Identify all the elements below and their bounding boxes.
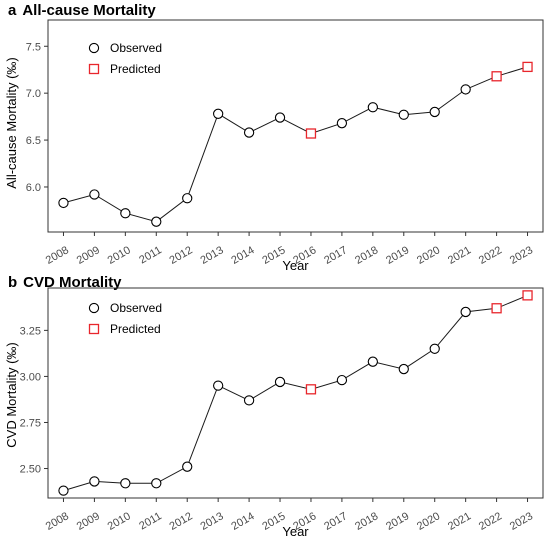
legend-predicted-label: Predicted <box>110 322 161 336</box>
x-tick-label: 2018 <box>353 510 380 533</box>
predicted-point <box>305 128 317 139</box>
observed-point <box>120 208 131 219</box>
chart-title-text: CVD Mortality <box>23 274 122 291</box>
panel-letter: a <box>8 2 17 19</box>
predicted-point <box>305 384 317 395</box>
observed-point <box>89 476 100 487</box>
legend-predicted-marker <box>88 63 100 75</box>
y-tick-label: 3.25 <box>20 325 41 337</box>
y-tick-label: 3.00 <box>20 371 41 383</box>
legend-observed-label: Observed <box>110 41 162 55</box>
observed-point <box>58 197 69 209</box>
x-tick-label: 2018 <box>353 244 380 267</box>
predicted-point <box>491 71 502 82</box>
y-tick-label: 7.5 <box>26 41 41 53</box>
chart-panel-cvd: b CVD Mortality 2.50 2.75 3.00 3.25 2008 2009 2… <box>0 272 550 548</box>
observed-point <box>398 363 409 375</box>
y-axis-title: All-cause Mortality (‰) <box>4 57 19 188</box>
observed-point <box>336 118 348 129</box>
predicted-point <box>522 61 533 73</box>
panel-letter: b <box>8 274 18 291</box>
observed-point <box>213 108 224 119</box>
x-axis-title: Year <box>282 524 309 539</box>
x-tick-label: 2019 <box>384 510 411 533</box>
observed-point <box>398 109 409 120</box>
series-line <box>63 294 528 492</box>
x-tick-label: 2022 <box>477 244 504 267</box>
series-line <box>63 66 528 223</box>
observed-point <box>151 216 162 227</box>
observed-point <box>274 376 286 388</box>
observed-point <box>460 306 471 318</box>
x-tick-label: 2020 <box>415 244 442 267</box>
legend-predicted-label: Predicted <box>110 62 161 76</box>
x-tick-label: 2008 <box>44 510 71 533</box>
legend-observed-marker <box>88 42 100 54</box>
x-tick-label: 2019 <box>384 244 411 267</box>
x-tick-label: 2013 <box>198 244 225 267</box>
plot-frame <box>47 19 544 233</box>
observed-point <box>120 478 131 489</box>
x-tick-label: 2014 <box>229 244 256 267</box>
observed-point <box>336 374 348 386</box>
x-tick-label: 2017 <box>322 510 349 533</box>
chart-title: b CVD Mortality <box>8 274 122 291</box>
x-tick-label: 2012 <box>168 244 195 267</box>
legend-observed-marker <box>88 302 100 314</box>
observed-point <box>274 112 286 123</box>
y-tick-label: 6.0 <box>26 182 41 194</box>
predicted-point <box>522 290 533 301</box>
x-axis-title: Year <box>282 258 309 272</box>
x-tick-label: 2011 <box>137 510 163 532</box>
observed-point <box>182 461 193 472</box>
observed-point <box>213 380 224 391</box>
x-tick-label: 2017 <box>322 244 349 267</box>
legend-observed-label: Observed <box>110 301 162 315</box>
observed-point <box>460 84 471 95</box>
y-tick-label: 2.75 <box>20 417 41 429</box>
legend-predicted-marker <box>88 323 100 335</box>
y-axis-title: CVD Mortality (‰) <box>4 342 19 447</box>
x-tick-label: 2020 <box>415 510 442 533</box>
predicted-point <box>491 303 502 314</box>
y-tick-label: 6.5 <box>26 135 41 147</box>
y-tick-label: 2.50 <box>20 464 41 476</box>
x-tick-label: 2021 <box>446 510 473 533</box>
x-tick-label: 2010 <box>106 510 133 533</box>
cvd-mortality-chart: 2.50 2.75 3.00 3.25 2008 2009 2010 2011 2012 2013… <box>4 287 544 539</box>
chart-panel-all-cause: a All-cause Mortality 6.0 6.5 7.0 7.5 2008 200… <box>0 0 550 272</box>
observed-point <box>89 189 100 200</box>
observed-point <box>243 127 255 138</box>
x-tick-label: 2022 <box>477 510 504 533</box>
x-tick-label: 2012 <box>168 510 195 533</box>
chart-title: a All-cause Mortality <box>8 2 156 19</box>
y-tick-label: 7.0 <box>26 88 41 100</box>
observed-point <box>429 343 440 354</box>
observed-point <box>58 485 69 496</box>
observed-point <box>367 356 378 367</box>
x-tick-label: 2010 <box>106 244 133 267</box>
plot-frame <box>47 287 544 499</box>
observed-point <box>367 102 378 113</box>
x-tick-label: 2023 <box>508 244 535 267</box>
x-tick-label: 2014 <box>229 510 256 533</box>
observed-point <box>182 193 193 204</box>
x-tick-label: 2009 <box>75 510 102 533</box>
observed-point <box>243 395 255 406</box>
x-tick-label: 2008 <box>44 244 71 267</box>
x-tick-label: 2013 <box>198 510 225 533</box>
chart-title-text: All-cause Mortality <box>22 2 156 19</box>
x-tick-label: 2009 <box>75 244 102 267</box>
all-cause-mortality-chart: 6.0 6.5 7.0 7.5 2008 2009 2010 2011 2012 2013 2014… <box>4 19 544 272</box>
x-tick-label: 2021 <box>446 244 473 267</box>
observed-point <box>151 478 162 489</box>
x-tick-label: 2011 <box>137 244 163 266</box>
observed-point <box>429 106 440 118</box>
x-tick-label: 2023 <box>508 510 535 533</box>
